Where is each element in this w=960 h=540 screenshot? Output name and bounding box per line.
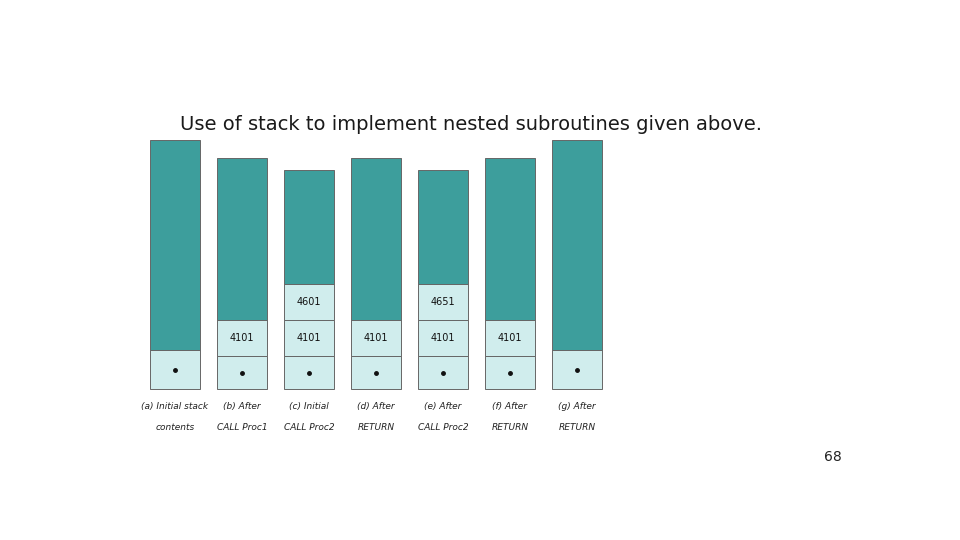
Text: (e) After: (e) After bbox=[424, 402, 462, 410]
Bar bbox=[485, 320, 535, 356]
Bar bbox=[217, 356, 267, 389]
Text: (f) After: (f) After bbox=[492, 402, 527, 410]
Bar bbox=[551, 140, 602, 350]
Text: 4101: 4101 bbox=[229, 333, 254, 343]
Bar bbox=[418, 320, 468, 356]
Bar bbox=[217, 320, 267, 356]
Bar bbox=[418, 356, 468, 389]
Text: 4101: 4101 bbox=[364, 333, 388, 343]
Text: (c) Initial: (c) Initial bbox=[289, 402, 329, 410]
Text: (g) After: (g) After bbox=[558, 402, 595, 410]
Bar bbox=[350, 356, 401, 389]
Bar bbox=[418, 170, 468, 284]
Bar bbox=[284, 320, 334, 356]
Text: (d) After: (d) After bbox=[357, 402, 395, 410]
Bar bbox=[418, 284, 468, 320]
Text: CALL Proc2: CALL Proc2 bbox=[418, 423, 468, 432]
Text: Use of stack to implement nested subroutines given above.: Use of stack to implement nested subrout… bbox=[180, 114, 761, 134]
Text: CALL Proc1: CALL Proc1 bbox=[217, 423, 267, 432]
Text: 4101: 4101 bbox=[431, 333, 455, 343]
Bar bbox=[217, 158, 267, 320]
Text: RETURN: RETURN bbox=[492, 423, 528, 432]
Bar bbox=[485, 158, 535, 320]
Bar bbox=[284, 170, 334, 284]
Bar bbox=[150, 350, 201, 389]
Text: (b) After: (b) After bbox=[224, 402, 261, 410]
Text: 4101: 4101 bbox=[497, 333, 522, 343]
Bar bbox=[485, 356, 535, 389]
Text: (a) Initial stack: (a) Initial stack bbox=[141, 402, 208, 410]
Text: contents: contents bbox=[156, 423, 195, 432]
Bar bbox=[284, 284, 334, 320]
Text: 4101: 4101 bbox=[297, 333, 322, 343]
Text: RETURN: RETURN bbox=[357, 423, 395, 432]
Bar bbox=[350, 158, 401, 320]
Text: 4601: 4601 bbox=[297, 297, 322, 307]
Text: 4651: 4651 bbox=[431, 297, 455, 307]
Bar bbox=[150, 140, 201, 350]
Text: 68: 68 bbox=[824, 450, 842, 464]
Bar bbox=[284, 356, 334, 389]
Text: CALL Proc2: CALL Proc2 bbox=[283, 423, 334, 432]
Text: RETURN: RETURN bbox=[559, 423, 595, 432]
Bar bbox=[551, 350, 602, 389]
Bar bbox=[350, 320, 401, 356]
